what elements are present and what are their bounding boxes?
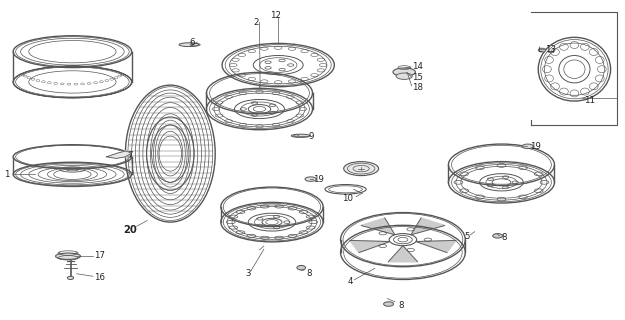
Text: 13: 13 — [545, 45, 556, 54]
Text: 16: 16 — [94, 273, 105, 282]
Text: 1: 1 — [4, 170, 9, 179]
Polygon shape — [350, 240, 390, 252]
Text: 20: 20 — [123, 225, 137, 235]
Text: 19: 19 — [313, 175, 324, 184]
Text: 4: 4 — [348, 277, 353, 286]
Ellipse shape — [522, 144, 533, 148]
Ellipse shape — [492, 234, 502, 238]
Circle shape — [538, 48, 546, 52]
Text: 8: 8 — [306, 268, 312, 278]
Ellipse shape — [389, 234, 417, 246]
Text: 17: 17 — [94, 251, 105, 260]
Text: 3: 3 — [246, 268, 251, 278]
Polygon shape — [388, 246, 418, 262]
Ellipse shape — [384, 302, 394, 306]
Text: 5: 5 — [464, 232, 470, 241]
Ellipse shape — [344, 162, 379, 176]
Text: 2: 2 — [253, 18, 259, 27]
Text: 6: 6 — [189, 38, 194, 47]
Text: 9: 9 — [308, 132, 314, 141]
Text: 8: 8 — [501, 233, 507, 242]
Ellipse shape — [396, 73, 412, 79]
Ellipse shape — [305, 177, 316, 181]
Circle shape — [68, 276, 74, 279]
Ellipse shape — [56, 253, 81, 260]
Polygon shape — [361, 218, 395, 235]
Polygon shape — [411, 218, 445, 235]
Text: 11: 11 — [584, 96, 595, 105]
Text: 12: 12 — [270, 11, 281, 20]
Text: 14: 14 — [412, 62, 423, 71]
Polygon shape — [416, 240, 456, 252]
Text: └: └ — [537, 47, 542, 56]
Ellipse shape — [297, 266, 306, 270]
Polygon shape — [107, 151, 132, 158]
Ellipse shape — [291, 134, 310, 137]
Text: 8: 8 — [399, 301, 404, 310]
Text: 10: 10 — [342, 194, 352, 204]
Ellipse shape — [179, 43, 199, 47]
Text: 7: 7 — [127, 151, 132, 160]
Text: 19: 19 — [529, 142, 541, 151]
Text: 15: 15 — [412, 73, 423, 82]
Text: 18: 18 — [412, 84, 423, 92]
Ellipse shape — [393, 68, 416, 76]
